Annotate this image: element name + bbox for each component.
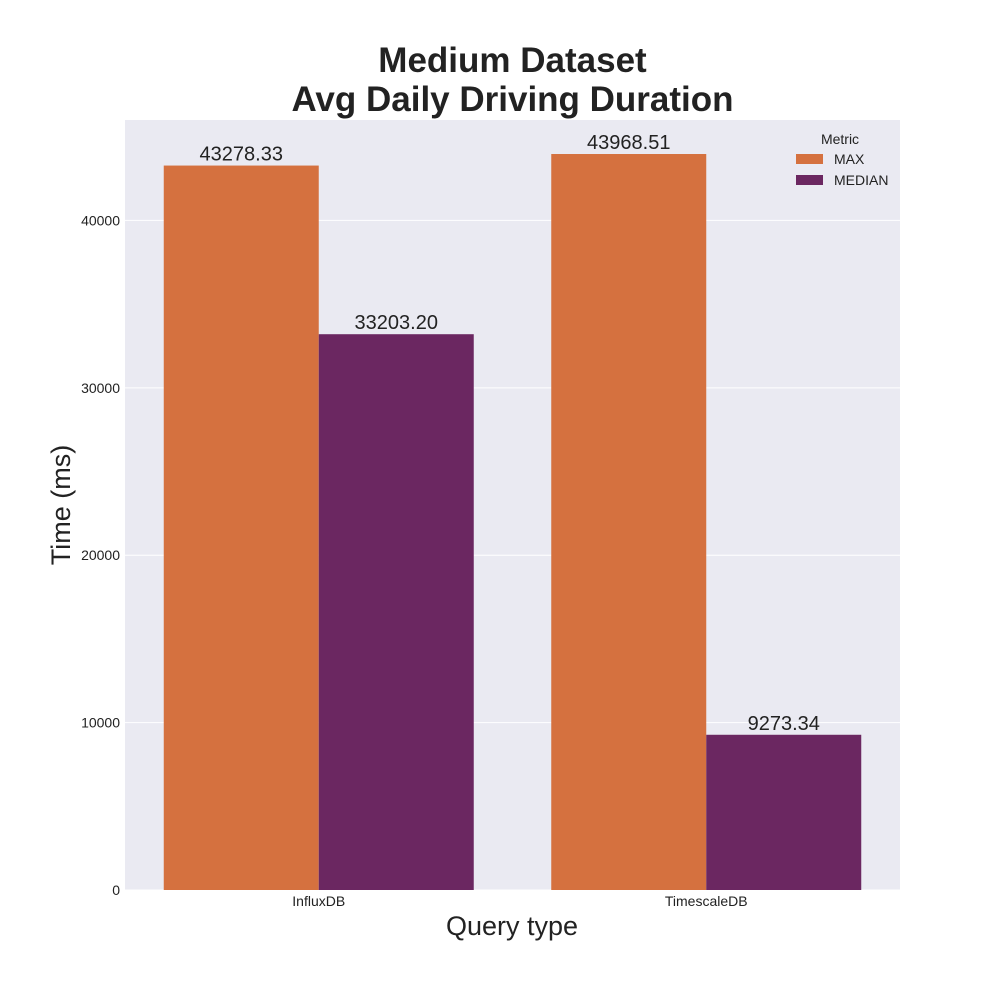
y-tick-label: 0 (112, 882, 120, 898)
bar-max-influxdb (163, 165, 319, 890)
x-axis-ticks: InfluxDB TimescaleDB (292, 893, 747, 909)
y-axis-ticks: 0 10000 20000 30000 40000 (81, 212, 120, 898)
bar-value-labels: 43278.33 33203.20 43968.51 9273.34 (200, 132, 820, 735)
bar-median-influxdb (318, 334, 474, 891)
bar-value-label: 43278.33 (200, 144, 283, 166)
legend-swatch-max (796, 154, 823, 164)
y-axis-label: Time (ms) (46, 445, 76, 565)
y-tick-label: 10000 (81, 715, 120, 731)
x-tick-label: InfluxDB (292, 893, 345, 909)
legend-label-median: MEDIAN (834, 172, 888, 188)
legend-swatch-median (796, 175, 823, 185)
chart-title-line-2: Avg Daily Driving Duration (291, 80, 734, 119)
bar-value-label: 43968.51 (587, 132, 670, 154)
bar-max-timescaledb (551, 154, 707, 890)
bars (163, 154, 862, 891)
y-tick-label: 40000 (81, 212, 120, 228)
legend-label-max: MAX (834, 151, 865, 167)
legend-title: Metric (821, 131, 859, 147)
bar-value-label: 33203.20 (355, 312, 438, 334)
legend: Metric MAX MEDIAN (796, 131, 888, 188)
x-axis-label: Query type (446, 911, 578, 941)
x-tick-label: TimescaleDB (665, 893, 748, 909)
chart-title-line-1: Medium Dataset (378, 41, 647, 80)
bar-value-label: 9273.34 (748, 713, 820, 735)
y-tick-label: 30000 (81, 380, 120, 396)
y-tick-label: 20000 (81, 547, 120, 563)
bar-median-timescaledb (706, 734, 862, 890)
